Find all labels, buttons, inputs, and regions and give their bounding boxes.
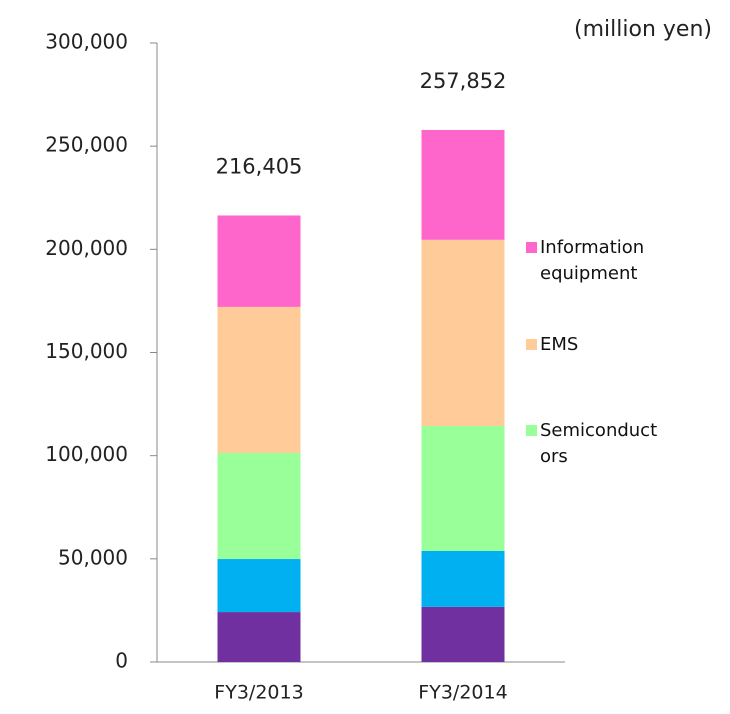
legend-label: Information equipment xyxy=(540,237,645,284)
bar-segment xyxy=(217,215,301,307)
y-tick-label: 50,000 xyxy=(58,545,128,569)
bar-segment xyxy=(421,129,505,240)
legend-swatch xyxy=(526,339,537,350)
y-tick-label: 0 xyxy=(115,649,128,673)
y-tick-label: 300,000 xyxy=(45,30,128,54)
total-label: 216,405 xyxy=(216,154,303,178)
bar-segment xyxy=(421,606,505,662)
y-tick-label: 150,000 xyxy=(45,339,128,363)
bar-segment xyxy=(217,452,301,560)
y-tick-label: 200,000 xyxy=(45,236,128,260)
y-tick-label: 100,000 xyxy=(45,442,128,466)
bar-segment xyxy=(421,550,505,607)
legend-label: Semiconductors xyxy=(540,420,658,467)
y-tick-label: 250,000 xyxy=(45,133,128,157)
unit-label: (million yen) xyxy=(574,17,712,42)
legend-swatch xyxy=(526,242,537,253)
bar-segment xyxy=(217,559,301,613)
bar-segment xyxy=(421,425,505,551)
bar-segment xyxy=(421,239,505,426)
bar-segment xyxy=(217,306,301,453)
legend-swatch xyxy=(526,425,537,436)
bar-segment xyxy=(217,612,301,662)
x-tick-label: FY3/2014 xyxy=(418,682,507,704)
total-label: 257,852 xyxy=(420,69,507,93)
x-tick-label: FY3/2013 xyxy=(214,682,303,704)
legend-label: EMS xyxy=(540,334,579,355)
